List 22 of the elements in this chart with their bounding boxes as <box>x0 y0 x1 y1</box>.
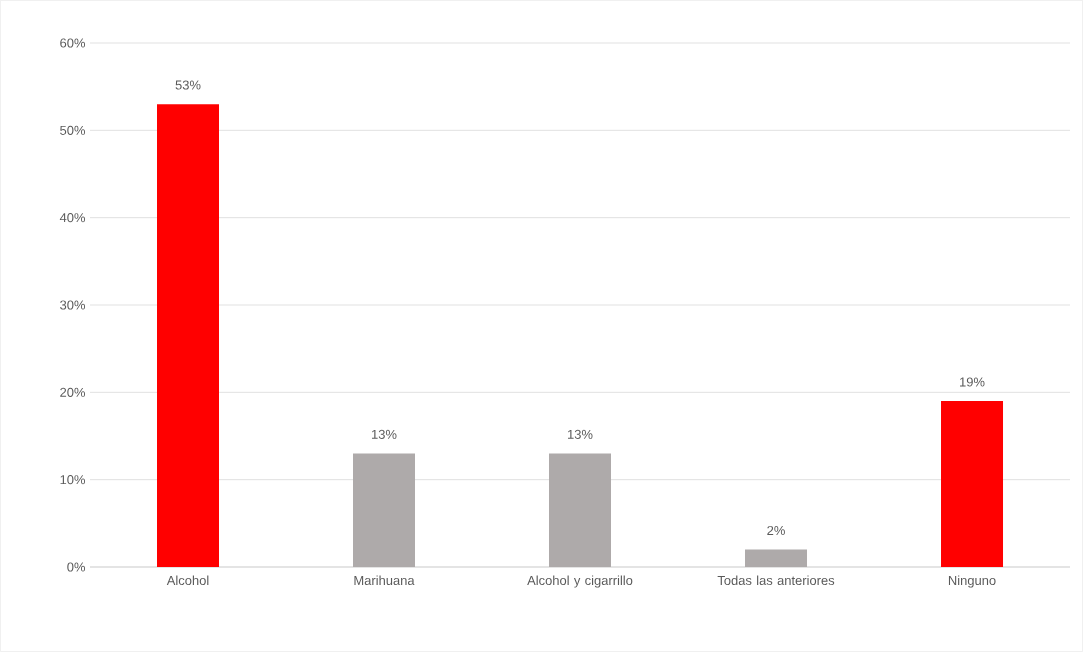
data-label: 53% <box>175 80 201 90</box>
data-label: 13% <box>372 429 397 439</box>
y-tick-label: 60% <box>60 38 86 48</box>
y-tick-label: 30% <box>60 300 86 310</box>
bar <box>157 104 219 567</box>
data-label: 2% <box>767 525 785 536</box>
x-tick-label: Alcohol <box>166 575 209 586</box>
bar <box>941 401 1004 567</box>
x-tick-label: Todas las anteriores <box>717 575 835 586</box>
y-tick-label: 50% <box>60 125 86 135</box>
x-tick-label: Ninguno <box>948 575 996 588</box>
bar <box>353 453 415 567</box>
y-tick-label: 20% <box>60 387 86 397</box>
x-tick-label: Alcohol y cigarrillo <box>527 575 633 588</box>
y-tick-label: 40% <box>59 213 86 223</box>
y-tick-label: 0% <box>67 562 86 572</box>
data-label: 13% <box>568 429 593 439</box>
bar <box>549 453 611 567</box>
x-tick-label: Marihuana <box>354 575 415 586</box>
bar <box>745 549 808 567</box>
data-label: 19% <box>960 377 985 387</box>
y-tick-label: 10% <box>60 475 86 485</box>
